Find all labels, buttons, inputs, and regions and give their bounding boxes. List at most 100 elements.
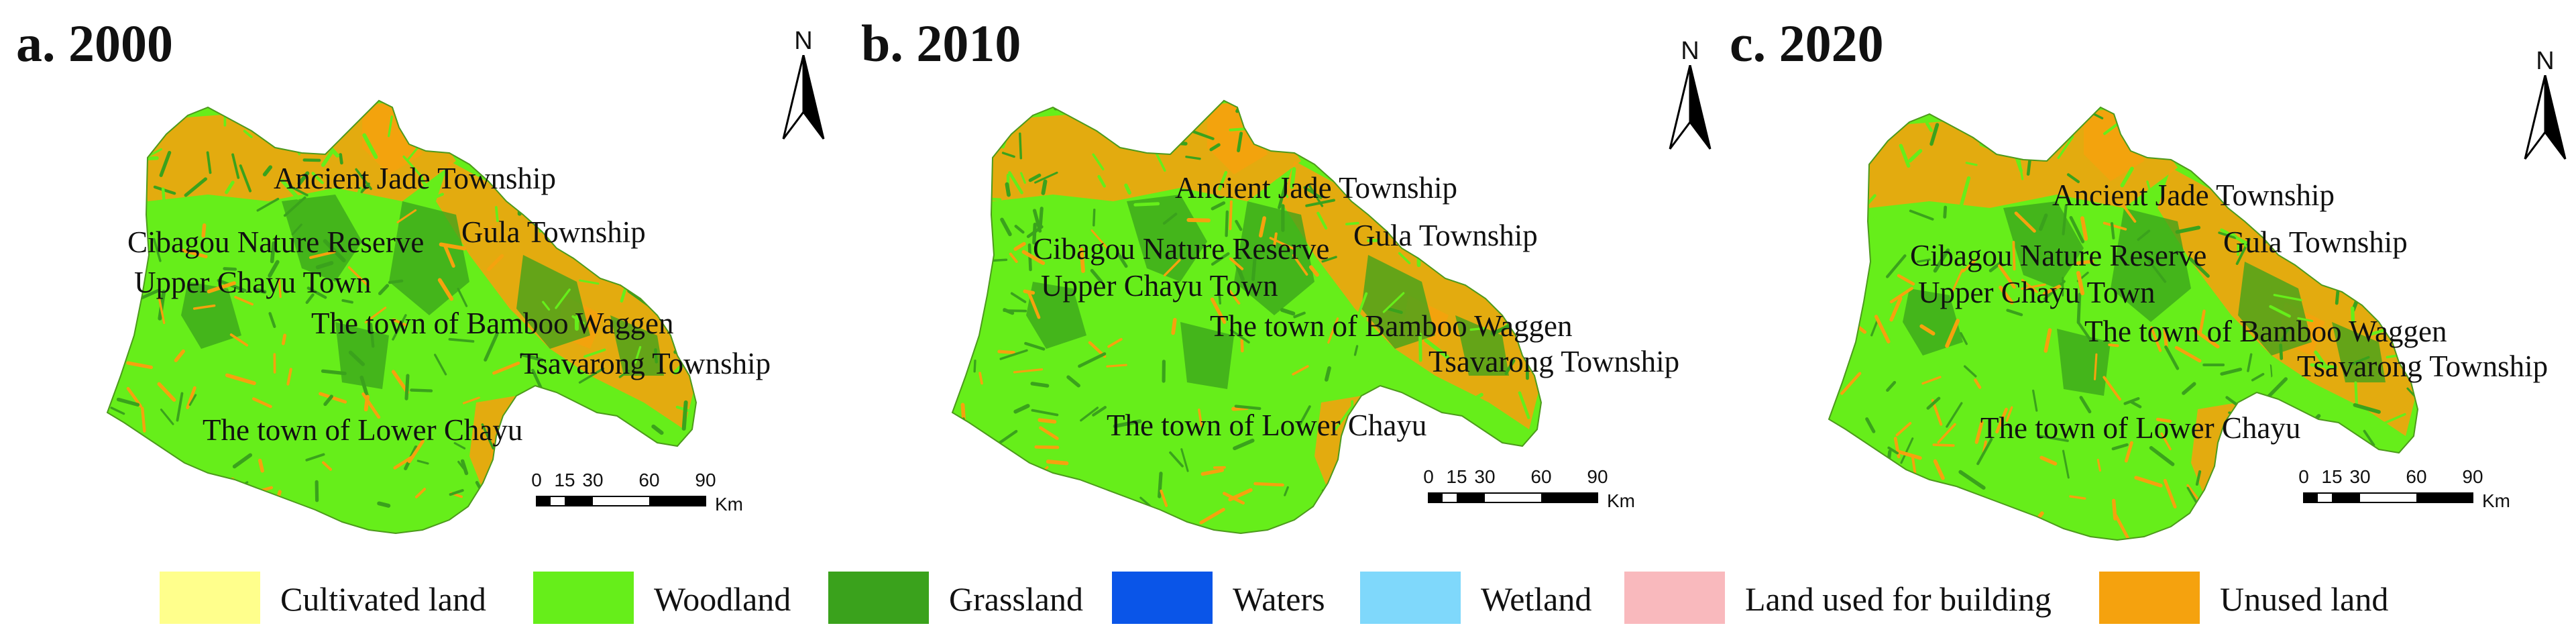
terrain-texture	[392, 314, 407, 341]
terrain-texture	[1919, 324, 1936, 336]
terrain-texture	[1840, 372, 1862, 395]
terrain-texture	[1080, 407, 1099, 422]
terrain-texture	[1090, 268, 1103, 283]
terrain-texture	[1303, 186, 1323, 199]
terrain-texture	[1229, 329, 1250, 344]
legend-swatch	[160, 572, 260, 624]
terrain-texture	[280, 178, 300, 200]
grassland-region	[389, 201, 469, 315]
terrain-texture	[1133, 202, 1160, 207]
terrain-texture	[550, 106, 568, 115]
terrain-texture	[2062, 449, 2070, 479]
terrain-texture	[1218, 170, 1228, 191]
terrain-texture	[1418, 332, 1422, 362]
terrain-texture	[575, 407, 580, 423]
terrain-texture	[2043, 284, 2062, 296]
terrain-texture	[1921, 376, 1942, 385]
scale-bar-graphic	[1428, 492, 1598, 503]
terrain-texture	[297, 171, 310, 186]
terrain-texture	[1034, 171, 1058, 184]
terrain-texture	[1124, 183, 1131, 195]
place-label-bamboo-waggen: The town of Bamboo Waggen	[1210, 309, 1573, 343]
scale-tick: 30	[2349, 466, 2371, 487]
terrain-texture	[1976, 438, 1993, 466]
terrain-texture	[1107, 337, 1123, 348]
place-label-upper-chayu: Upper Chayu Town	[1041, 269, 1278, 303]
terrain-texture	[1974, 421, 1984, 444]
terrain-texture	[192, 304, 216, 310]
terrain-texture	[958, 246, 972, 250]
terrain-texture	[291, 223, 302, 235]
terrain-texture	[537, 199, 562, 207]
terrain-texture	[305, 293, 315, 305]
terrain-texture	[1009, 469, 1019, 482]
terrain-texture	[1989, 262, 2002, 272]
terrain-texture	[1388, 372, 1411, 378]
terrain-texture	[2134, 122, 2149, 140]
terrain-texture	[593, 246, 610, 268]
terrain-texture	[1469, 327, 1486, 331]
terrain-texture	[1009, 252, 1018, 263]
terrain-texture	[448, 337, 475, 343]
terrain-texture	[1229, 200, 1233, 231]
terrain-texture	[583, 348, 606, 358]
terrain-texture	[1298, 405, 1311, 428]
terrain-texture	[2103, 221, 2127, 231]
panel-title: c. 2020	[1730, 14, 1884, 72]
terrain-texture	[1885, 254, 1907, 278]
terrain-texture	[2077, 321, 2092, 341]
terrain-texture	[319, 392, 347, 404]
terrain-texture	[1106, 364, 1127, 368]
terrain-texture	[321, 369, 347, 376]
terrain-texture	[1405, 478, 1412, 492]
terrain-texture	[598, 395, 616, 402]
terrain-texture	[2324, 521, 2332, 537]
terrain-texture	[414, 488, 427, 498]
terrain-texture	[2255, 456, 2279, 474]
terrain-texture	[1418, 152, 1429, 165]
terrain-texture	[579, 279, 600, 285]
terrain-texture	[161, 187, 166, 204]
woodland-region	[952, 101, 1541, 533]
terrain-texture	[1000, 217, 1012, 237]
terrain-texture	[232, 453, 253, 469]
terrain-texture	[2174, 345, 2202, 363]
terrain-texture	[396, 209, 417, 223]
legend-label: Grassland	[949, 580, 1083, 618]
terrain-texture	[1005, 182, 1011, 197]
terrain-texture	[1284, 486, 1289, 496]
terrain-texture	[268, 260, 280, 278]
terrain-texture	[2093, 353, 2098, 380]
terrain-texture	[2137, 229, 2151, 241]
scale-unit: Km	[1607, 490, 1635, 511]
terrain-texture	[487, 254, 504, 272]
terrain-texture	[1253, 482, 1284, 487]
grassland-region	[1234, 201, 1314, 315]
terrain-texture	[1854, 470, 1879, 492]
terrain-texture	[2297, 117, 2308, 144]
land-use-map	[106, 99, 697, 535]
terrain-texture	[1926, 396, 1941, 410]
terrain-texture	[487, 101, 500, 115]
terrain-texture	[482, 225, 492, 237]
terrain-texture	[254, 288, 267, 294]
terrain-texture	[528, 458, 550, 469]
map-panel-2010: b. 2010 Ancient Jade Township Cibagou Na…	[845, 0, 1712, 550]
terrain-texture	[360, 182, 370, 193]
terrain-texture	[2176, 115, 2184, 127]
terrain-texture	[192, 101, 207, 110]
terrain-texture	[1337, 138, 1341, 159]
terrain-texture	[1477, 150, 1482, 168]
legend-swatch	[828, 572, 929, 624]
terrain-texture	[1092, 153, 1105, 171]
terrain-texture	[1331, 160, 1359, 164]
terrain-texture	[1293, 311, 1306, 319]
terrain-texture	[1180, 448, 1189, 472]
terrain-texture	[1200, 468, 1225, 476]
terrain-texture	[2149, 445, 2175, 466]
terrain-texture	[1874, 315, 1891, 343]
terrain-texture	[1916, 258, 1931, 263]
terrain-texture	[1887, 446, 1899, 455]
terrain-texture	[2369, 328, 2387, 336]
terrain-texture	[160, 409, 174, 425]
